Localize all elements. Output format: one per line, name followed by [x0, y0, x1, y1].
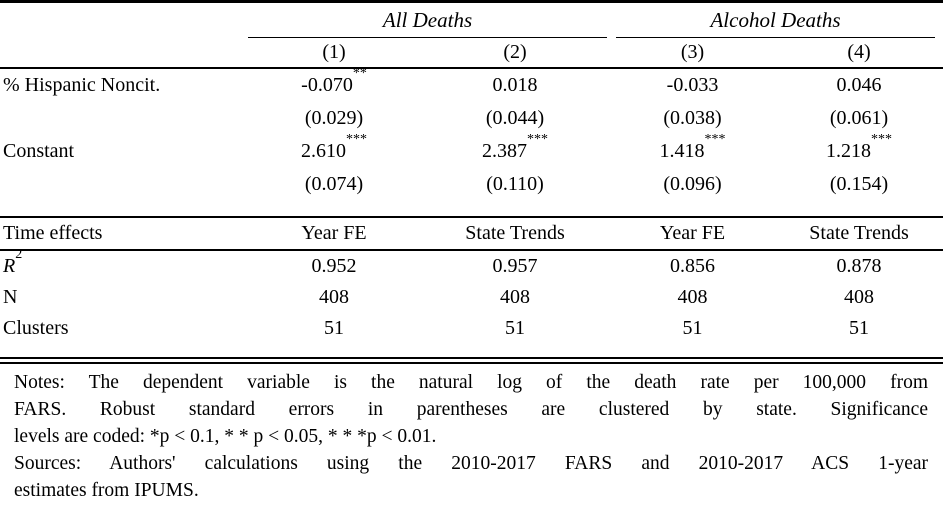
- notes-line: levels are coded: *p < 0.1, * * p < 0.05…: [14, 426, 437, 447]
- coef-value: 2.387: [482, 140, 527, 162]
- se-cell: (0.044): [485, 107, 545, 129]
- coef-cell: 0.018: [420, 68, 610, 102]
- empty-corner-cell: [0, 38, 248, 69]
- se-cell: (0.038): [663, 107, 722, 129]
- group-all-deaths: All Deaths: [248, 2, 610, 38]
- se-cell: (0.154): [829, 173, 889, 195]
- time-effects-cell: State Trends: [420, 216, 610, 251]
- coef-value: 0.018: [492, 74, 538, 96]
- significance-stars: ***: [527, 132, 548, 148]
- empty-cell: [0, 102, 248, 135]
- coef-value: 2.610: [301, 140, 346, 162]
- row-label: Constant: [3, 140, 75, 162]
- significance-stars: ***: [346, 132, 367, 148]
- n-row: N 408 408 408 408: [0, 282, 943, 313]
- column-number-row: (1) (2) (3) (4): [0, 38, 943, 69]
- coef-value: 0.046: [836, 74, 882, 96]
- se-cell: (0.029): [304, 107, 364, 129]
- stats-block: R2 0.952 0.957 0.856 0.878 N 408 408 408…: [0, 247, 943, 357]
- coef-cell: 2.387***: [420, 132, 610, 168]
- stat-cell: 0.878: [836, 255, 882, 277]
- time-effects-row: Time effects Year FE State Trends Year F…: [0, 216, 943, 251]
- coef-cell: 1.218***: [775, 132, 943, 168]
- regression-table-page: All Deaths Alcohol Deaths (1) (2) (3) (4…: [0, 0, 943, 504]
- r-squared-row: R2 0.952 0.957 0.856 0.878: [0, 247, 943, 282]
- stat-cell: 408: [844, 286, 874, 308]
- coef-value: -0.070: [301, 74, 353, 96]
- col-header-2: (2): [420, 38, 610, 69]
- stat-cell: 408: [677, 286, 708, 308]
- time-effects-block: Time effects Year FE State Trends Year F…: [0, 216, 943, 251]
- coef-cell: -0.033: [610, 68, 775, 102]
- empty-corner-cell: [0, 2, 248, 39]
- group-title-alcohol-deaths: Alcohol Deaths: [616, 3, 935, 38]
- significance-stars: **: [352, 66, 367, 82]
- stat-cell: 51: [849, 317, 869, 339]
- col-header-3: (3): [610, 38, 775, 69]
- row-label: Time effects: [0, 216, 248, 251]
- sources-line: Sources: Authors' calculations using the…: [14, 453, 928, 474]
- regression-table: All Deaths Alcohol Deaths (1) (2) (3) (4…: [0, 0, 943, 357]
- group-header-row: All Deaths Alcohol Deaths: [0, 2, 943, 39]
- row-label: Clusters: [3, 317, 69, 339]
- time-effects-cell: Year FE: [248, 216, 420, 251]
- col-header-4: (4): [775, 38, 943, 69]
- coef-row-hispanic-noncit: % Hispanic Noncit. -0.070** 0.018 -0.033…: [0, 66, 943, 102]
- coef-value: 1.218: [826, 140, 871, 162]
- r-exponent: 2: [15, 247, 23, 263]
- stat-cell: 51: [324, 317, 344, 339]
- coef-cell: 0.046: [775, 68, 943, 102]
- stat-cell: 408: [319, 286, 349, 308]
- coefficient-block: % Hispanic Noncit. -0.070** 0.018 -0.033…: [0, 66, 943, 217]
- table-header: All Deaths Alcohol Deaths (1) (2) (3) (4…: [0, 2, 943, 69]
- significance-stars: ***: [871, 132, 892, 148]
- coef-cell: -0.070**: [248, 66, 420, 102]
- clusters-row: Clusters 51 51 51 51: [0, 313, 943, 357]
- coef-value: 1.418: [659, 140, 705, 162]
- time-effects-cell: State Trends: [775, 216, 943, 251]
- stat-cell: 408: [500, 286, 530, 308]
- row-label: % Hispanic Noncit.: [3, 74, 161, 96]
- se-cell: (0.110): [486, 173, 544, 195]
- group-alcohol-deaths: Alcohol Deaths: [610, 2, 943, 38]
- se-row-constant: (0.074) (0.110) (0.096) (0.154): [0, 168, 943, 217]
- row-label: R2: [0, 247, 248, 282]
- coef-cell: 2.610***: [248, 132, 420, 168]
- stat-cell: 0.952: [311, 255, 357, 277]
- se-cell: (0.061): [829, 107, 889, 129]
- notes-paragraph: Notes: The dependent variable is the nat…: [14, 369, 928, 450]
- sources-paragraph: Sources: Authors' calculations using the…: [14, 450, 928, 504]
- r-symbol: R: [3, 255, 16, 277]
- se-row-hispanic-noncit: (0.029) (0.044) (0.038) (0.061): [0, 102, 943, 135]
- se-cell: (0.074): [304, 173, 364, 195]
- notes-line: FARS. Robust standard errors in parenthe…: [14, 399, 928, 420]
- stat-cell: 0.856: [670, 255, 715, 277]
- notes-line: Notes: The dependent variable is the nat…: [14, 372, 928, 393]
- stat-cell: 51: [682, 317, 703, 339]
- coef-row-constant: Constant 2.610*** 2.387*** 1.418*** 1.21…: [0, 132, 943, 168]
- sources-line: estimates from IPUMS.: [14, 480, 199, 501]
- se-cell: (0.096): [663, 173, 722, 195]
- coef-cell: 1.418***: [610, 132, 775, 168]
- group-title-all-deaths: All Deaths: [248, 3, 607, 38]
- empty-cell: [0, 168, 248, 217]
- col-header-1: (1): [248, 38, 420, 69]
- significance-stars: ***: [704, 132, 726, 148]
- time-effects-cell: Year FE: [610, 216, 775, 251]
- row-label: N: [3, 286, 18, 308]
- table-notes: Notes: The dependent variable is the nat…: [0, 357, 943, 504]
- stat-cell: 51: [505, 317, 525, 339]
- coef-value: -0.033: [666, 74, 719, 96]
- stat-cell: 0.957: [492, 255, 538, 277]
